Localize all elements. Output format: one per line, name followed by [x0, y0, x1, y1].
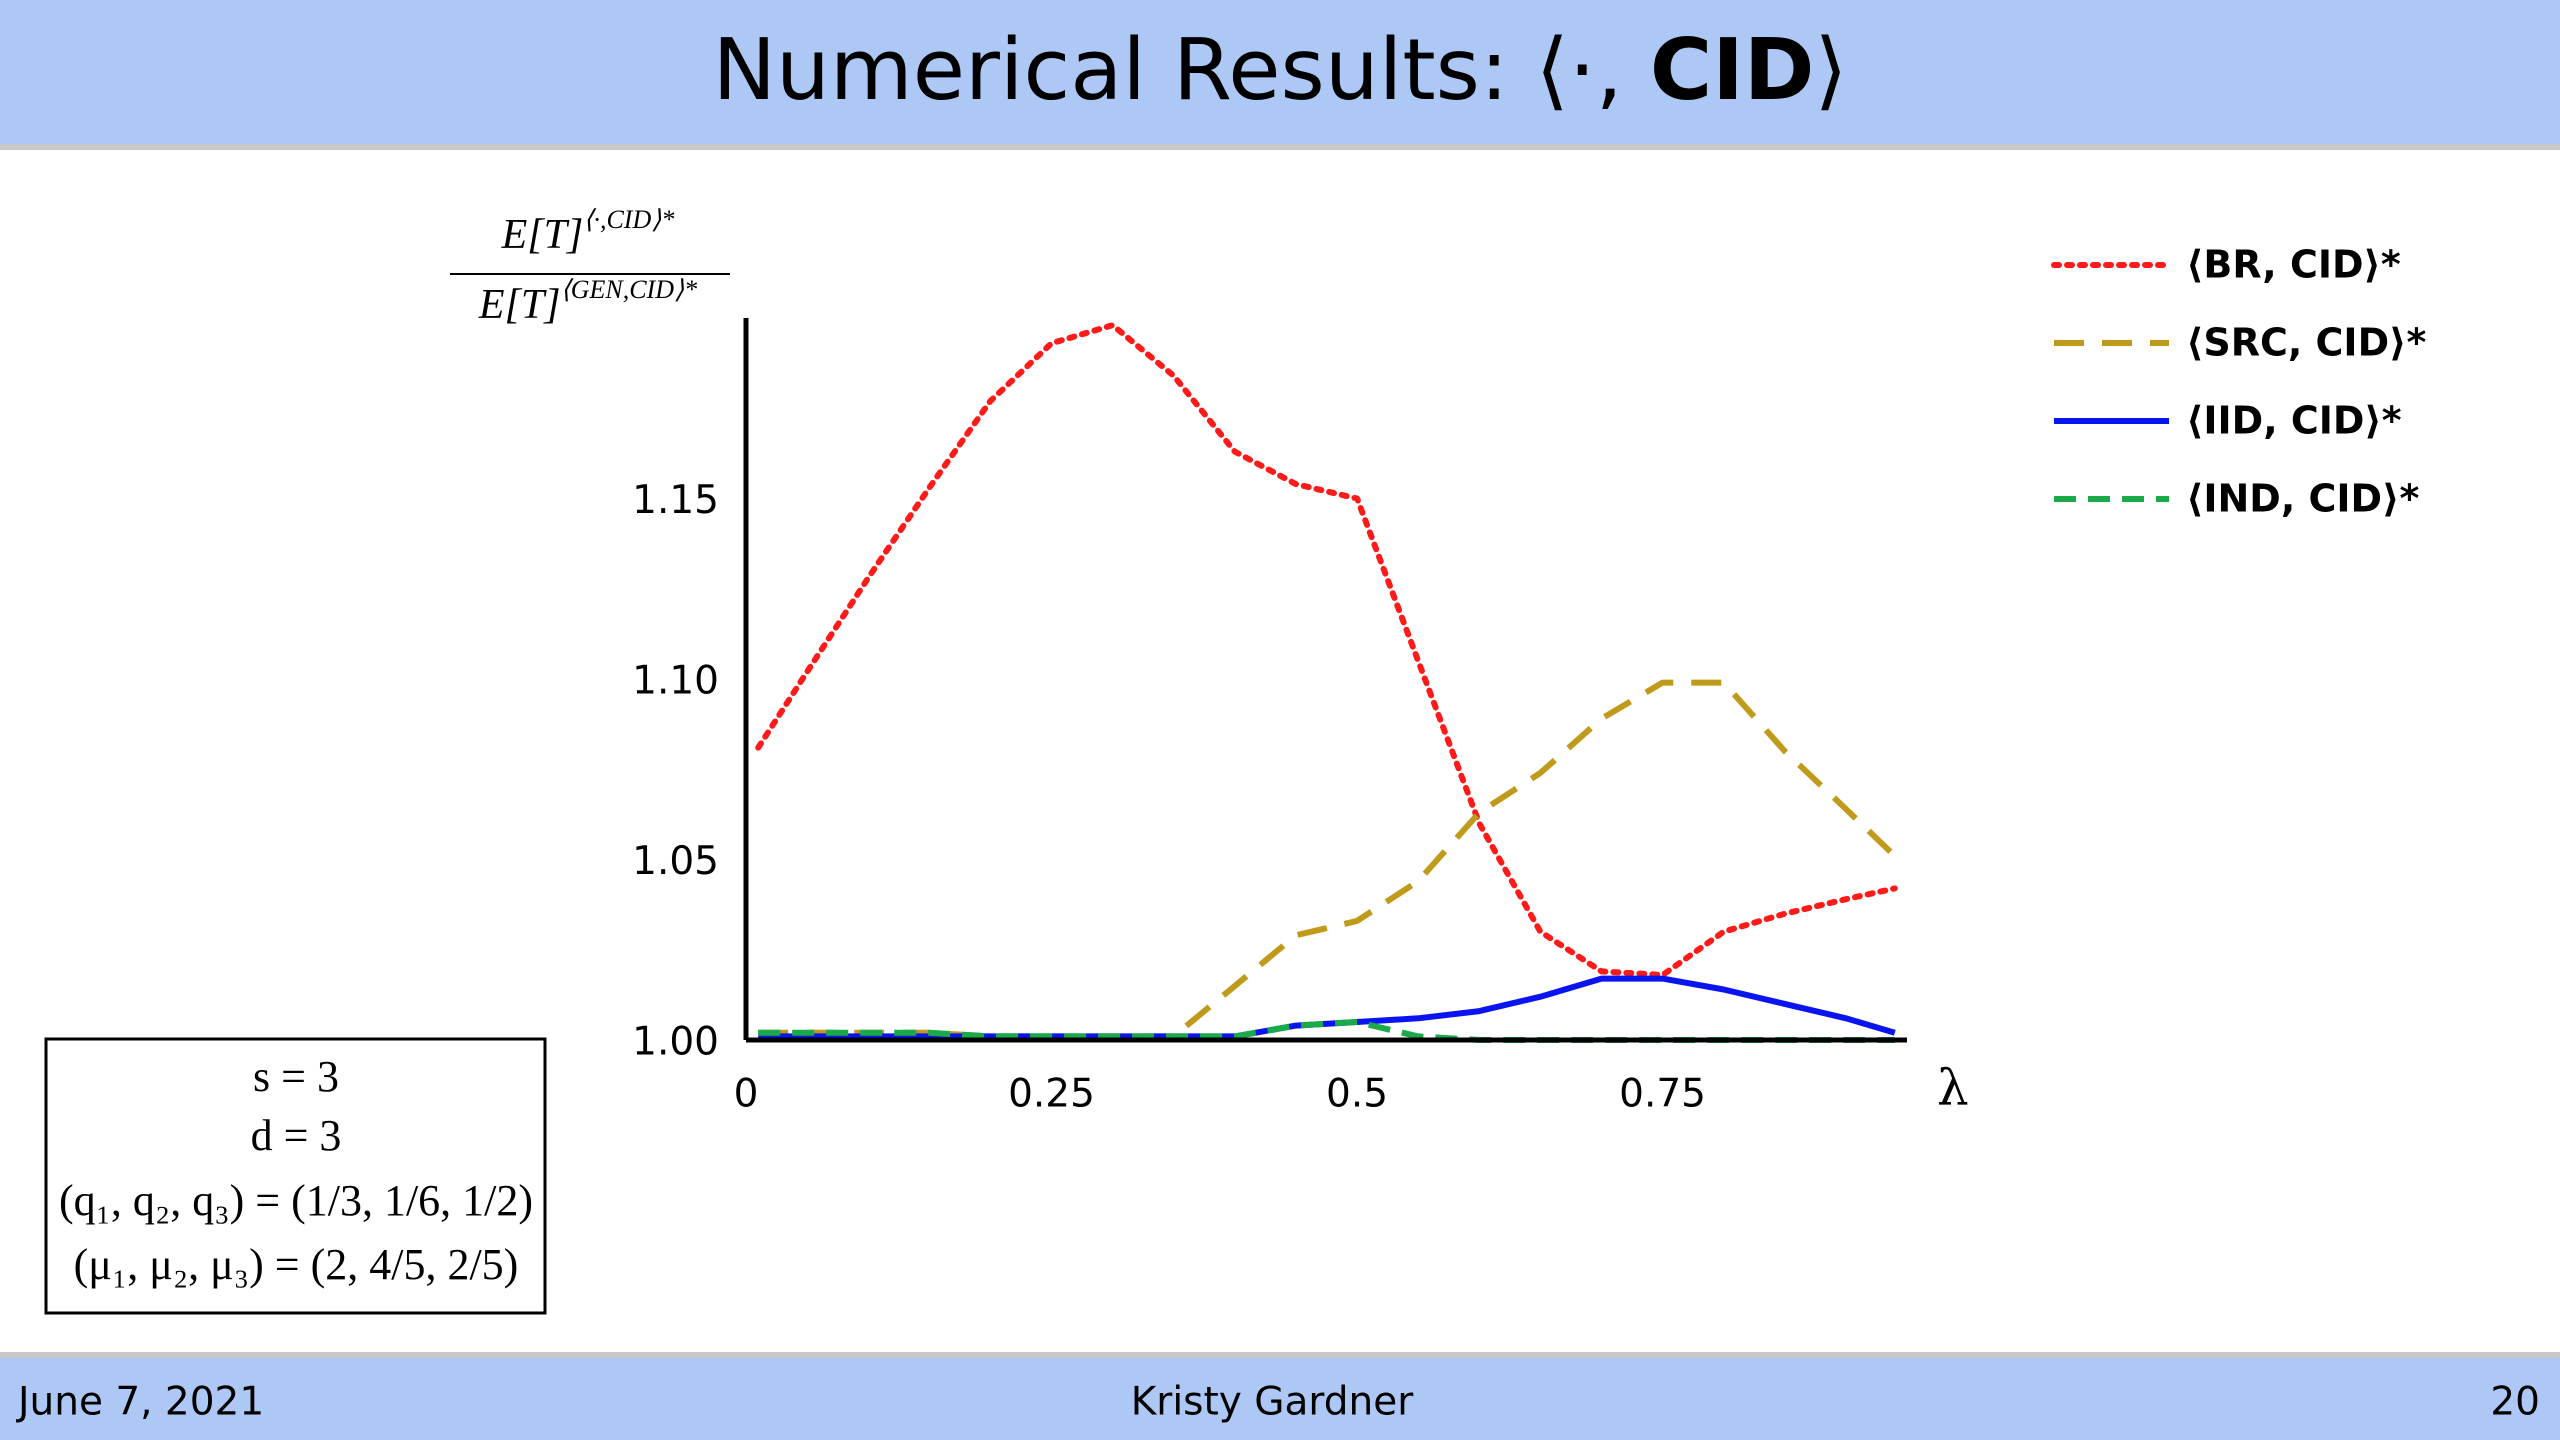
params-box — [44, 1037, 547, 1315]
ylabel-part: E[T] — [478, 282, 561, 328]
footer-author: Kristy Gardner — [1131, 1380, 1414, 1425]
y-tick-label: 1.10 — [632, 659, 719, 704]
series-line — [758, 975, 1896, 1040]
series-line — [755, 322, 1898, 978]
footer-page: 20 — [2490, 1380, 2540, 1425]
legend: ⟨BR, CID⟩* ⟨SRC, CID⟩* ⟨IID, CID⟩* ⟨IND, CI… — [2051, 243, 2426, 521]
y-axis-label: E[T]⟨·,CID⟩* E[T]⟨GEN,CID⟩* — [450, 205, 730, 328]
header-band — [0, 0, 2560, 144]
ylabel-part: E[T] — [501, 212, 584, 258]
footer-shadow — [0, 1352, 2560, 1358]
ylabel-denominator: E[T]⟨GEN,CID⟩* — [478, 275, 697, 328]
legend-label: ⟨BR, CID⟩* — [2186, 243, 2401, 287]
x-axis-label: λ — [1937, 1059, 1969, 1117]
param-line: (q₁, q₂, q₃) = (1/3, 1/6, 1/2) — [59, 1176, 533, 1225]
param-line: (μ₁, μ₂, μ₃) = (2, 4/5, 2/5) — [74, 1240, 519, 1289]
legend-label: ⟨SRC, CID⟩* — [2186, 321, 2426, 365]
footer-date: June 7, 2021 — [15, 1380, 264, 1425]
x-tick-label: 0.75 — [1619, 1072, 1706, 1117]
slide-title: Numerical Results: ⟨·, CID⟩ — [712, 21, 1847, 120]
ylabel-numerator: E[T]⟨·,CID⟩* — [501, 205, 675, 258]
header-shadow — [0, 144, 2560, 150]
x-tick-label: 0.5 — [1326, 1072, 1388, 1117]
legend-label: ⟨IID, CID⟩* — [2186, 399, 2402, 443]
ylabel-sup: ⟨GEN,CID⟩* — [561, 275, 698, 304]
y-tick-label: 1.00 — [632, 1020, 719, 1065]
y-tick-label: 1.05 — [632, 839, 719, 884]
footer-band — [0, 1358, 2560, 1440]
plot: 1.00 1.05 1.10 1.15 0 0.25 0.5 0.75 — [632, 318, 1907, 1117]
y-tick-label: 1.15 — [632, 478, 719, 523]
param-line: d = 3 — [251, 1111, 342, 1160]
title-part: Numerical Results: ⟨·, — [712, 21, 1649, 120]
legend-label: ⟨IND, CID⟩* — [2186, 477, 2419, 521]
series-line — [758, 679, 1897, 1040]
title-part: CID — [1650, 21, 1815, 120]
title-part: ⟩ — [1814, 21, 1847, 120]
x-tick-label: 0 — [734, 1072, 759, 1117]
ylabel-sup: ⟨·,CID⟩* — [583, 205, 674, 234]
x-tick-label: 0.25 — [1008, 1072, 1095, 1117]
param-line: s = 3 — [253, 1052, 339, 1101]
